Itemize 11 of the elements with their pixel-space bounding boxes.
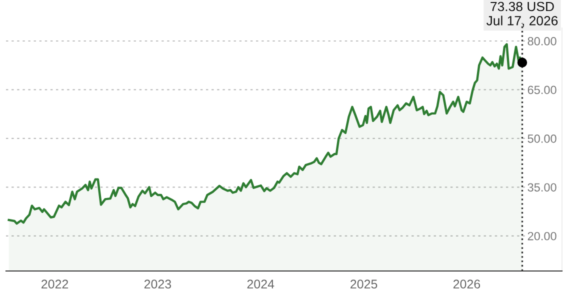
x-tick-label: 2022 [42, 280, 68, 289]
y-tick-label: 50.00 [528, 134, 556, 143]
y-tick-label: 65.00 [528, 86, 556, 94]
y-tick-label: 20.00 [528, 232, 556, 240]
x-tick-label: 2023 [144, 280, 172, 289]
y-tick-label: 80.00 [528, 37, 556, 46]
x-tick-label: 2025 [350, 280, 378, 289]
x-tick-label: 2024 [247, 280, 274, 289]
annotation: 73.38 USD Jul 17, 2026 [486, 2, 558, 27]
x-tick-label: 2026 [453, 280, 480, 289]
y-tick-label: 35.00 [528, 183, 556, 192]
